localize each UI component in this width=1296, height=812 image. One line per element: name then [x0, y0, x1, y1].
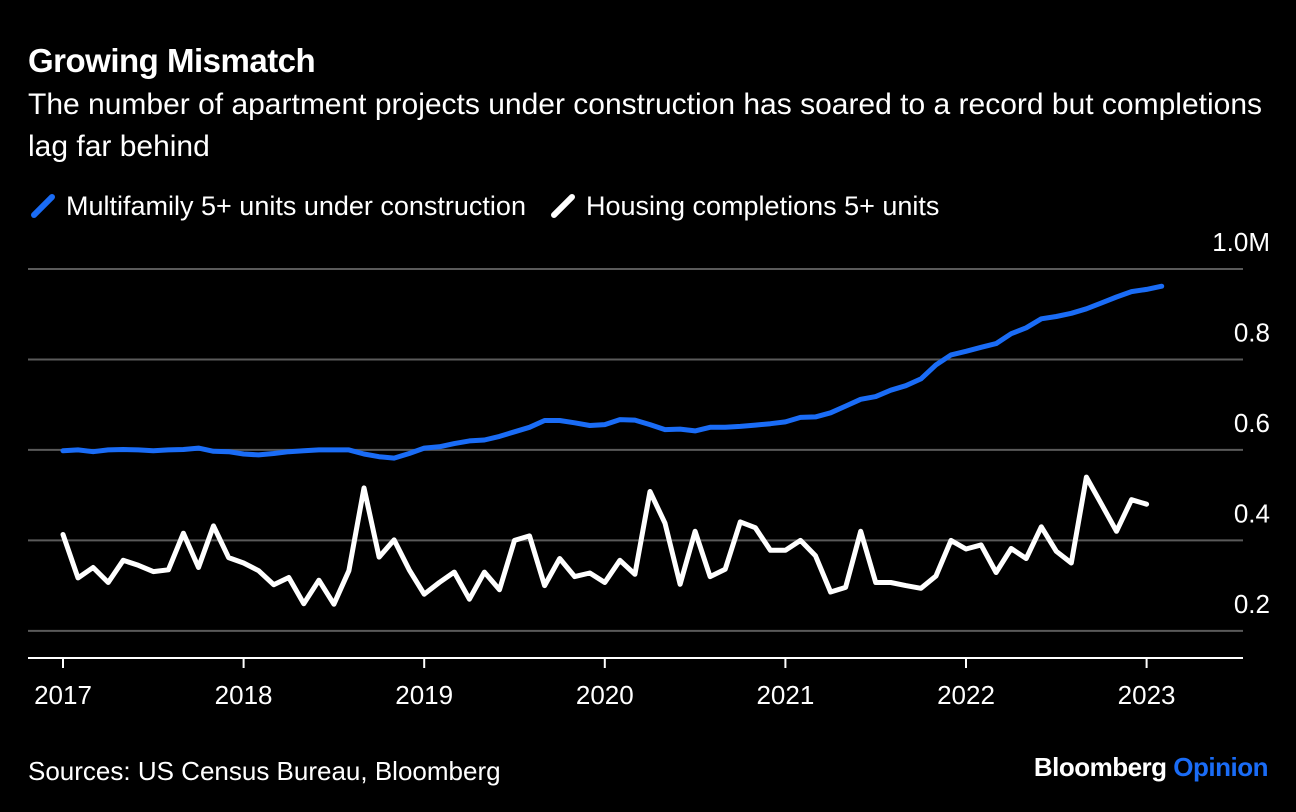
y-tick-label: 1.0M [1212, 227, 1270, 257]
legend-item-construction: Multifamily 5+ units under construction [28, 188, 526, 224]
x-tick-label: 2020 [576, 680, 634, 710]
series-line-completions [60, 474, 1150, 607]
x-tick-label: 2022 [937, 680, 995, 710]
legend: Multifamily 5+ units under construction … [28, 188, 961, 224]
y-tick-label: 0.4 [1234, 498, 1270, 528]
x-tick-label: 2023 [1118, 680, 1176, 710]
brand-main: Bloomberg [1033, 752, 1167, 782]
legend-label-completions: Housing completions 5+ units [585, 191, 940, 221]
legend-item-completions: Housing completions 5+ units [548, 188, 939, 224]
brand-logo: Bloomberg Opinion [1033, 750, 1269, 784]
source-note: Sources: US Census Bureau, Bloomberg [28, 756, 501, 786]
y-tick-label: 0.6 [1234, 408, 1270, 438]
chart-title: Growing Mismatch [28, 42, 316, 79]
legend-swatch-construction [31, 194, 55, 218]
x-tick-label: 2017 [34, 680, 92, 710]
series-lines [60, 283, 1165, 607]
y-tick-label: 0.2 [1234, 589, 1270, 619]
x-axis: 2017 2018 2019 2020 2021 2022 2023 [28, 657, 1243, 710]
y-axis-labels: 0.2 0.4 0.6 0.8 1.0M [1212, 227, 1270, 619]
grid-lines [28, 268, 1243, 632]
legend-swatch-completions [550, 194, 575, 218]
series-line-construction [60, 283, 1165, 461]
x-tick-label: 2021 [756, 680, 814, 710]
chart-subtitle: The number of apartment projects under c… [28, 88, 1262, 163]
y-tick-label: 0.8 [1234, 317, 1270, 347]
x-tick-label: 2019 [395, 680, 453, 710]
legend-label-construction: Multifamily 5+ units under construction [66, 191, 526, 221]
brand-accent: Opinion [1173, 752, 1268, 782]
x-tick-label: 2018 [215, 680, 273, 710]
